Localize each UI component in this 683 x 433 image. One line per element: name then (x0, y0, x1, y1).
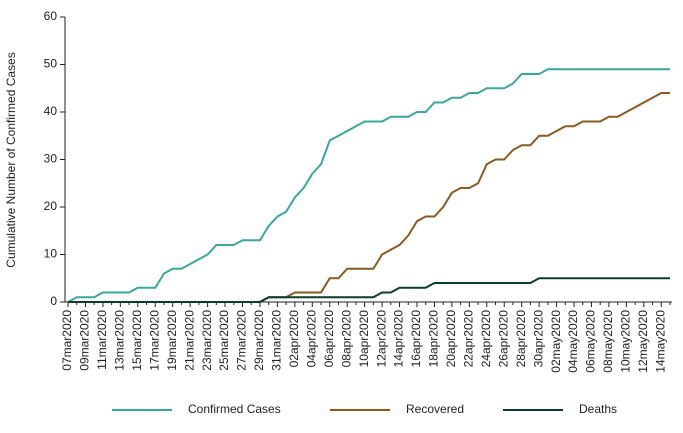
x-tick-label: 11mar2020 (95, 310, 109, 370)
y-tick-label: 60 (44, 9, 58, 23)
y-axis-label: Cumulative Number of Confirmed Cases (4, 52, 18, 267)
x-tick-label: 02may2020 (549, 310, 563, 373)
x-tick-label: 15mar2020 (130, 310, 144, 371)
y-tick-label: 0 (50, 294, 57, 308)
x-tick-label: 14may2020 (653, 310, 667, 373)
x-tick-label: 27mar2020 (235, 310, 249, 371)
series-line (68, 277, 670, 303)
y-tick-label: 20 (44, 199, 58, 213)
x-tick-label: 09mar2020 (78, 310, 92, 371)
x-tick-label: 17mar2020 (147, 310, 161, 371)
x-tick-label: 04apr2020 (304, 310, 318, 368)
x-tick-label: 29mar2020 (252, 310, 266, 371)
x-tick-label: 07mar2020 (60, 310, 74, 371)
legend-label: Deaths (579, 402, 617, 416)
x-tick-label: 20apr2020 (444, 310, 458, 368)
x-tick-label: 26apr2020 (496, 310, 510, 368)
x-tick-label: 06apr2020 (322, 310, 336, 368)
series-line (67, 68, 670, 303)
x-tick-label: 25mar2020 (217, 310, 231, 371)
y-tick-label: 30 (44, 152, 58, 166)
x-tick-label: 28apr2020 (514, 310, 528, 368)
y-tick-label: 40 (44, 104, 58, 118)
x-tick-label: 12may2020 (636, 310, 650, 373)
x-tick-label: 18apr2020 (427, 310, 441, 368)
x-tick-label: 22apr2020 (462, 310, 476, 368)
x-tick-label: 06may2020 (584, 310, 598, 373)
x-tick-label: 21mar2020 (182, 310, 196, 371)
x-tick-label: 02apr2020 (287, 310, 301, 368)
x-tick-label: 23mar2020 (200, 310, 214, 371)
x-tick-label: 10may2020 (619, 310, 633, 373)
x-tick-label: 12apr2020 (374, 310, 388, 368)
x-tick-label: 04may2020 (566, 310, 580, 373)
x-tick-label: 31mar2020 (270, 310, 284, 371)
series-line (68, 92, 670, 303)
x-tick-label: 08may2020 (601, 310, 615, 373)
x-tick-label: 13mar2020 (113, 310, 127, 371)
legend-label: Confirmed Cases (188, 402, 281, 416)
x-tick-label: 16apr2020 (409, 310, 423, 368)
legend-label: Recovered (406, 402, 464, 416)
x-tick-label: 19mar2020 (165, 310, 179, 371)
y-tick-label: 50 (44, 57, 58, 71)
x-tick-label: 24apr2020 (479, 310, 493, 368)
x-tick-label: 14apr2020 (392, 310, 406, 368)
x-tick-label: 30apr2020 (531, 310, 545, 368)
y-tick-label: 10 (44, 247, 58, 261)
x-tick-label: 08apr2020 (339, 310, 353, 368)
x-tick-label: 10apr2020 (357, 310, 371, 368)
